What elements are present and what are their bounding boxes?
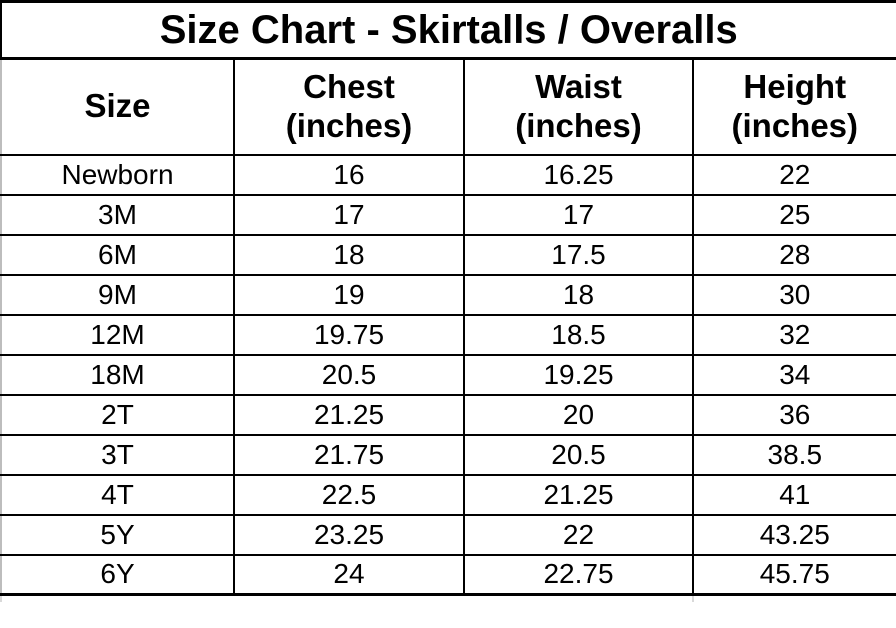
cell-height: 45.75 [691, 553, 896, 596]
cell-chest: 23.25 [233, 513, 465, 556]
cell-waist: 22 [463, 513, 694, 556]
cell-size: 6Y [0, 553, 235, 596]
header-row: Size Chest (inches) Waist (inches) Heigh… [0, 57, 896, 156]
size-chart-table: Size Chart - Skirtalls / Overalls Size C… [0, 0, 896, 596]
cell-waist: 21.25 [463, 473, 694, 516]
cell-waist: 17.5 [463, 233, 694, 276]
cell-chest: 19.75 [233, 313, 465, 356]
cell-size: 12M [0, 313, 235, 356]
cell-waist: 20.5 [463, 433, 694, 476]
column-header-waist-unit: (inches) [515, 106, 642, 144]
cell-height: 36 [691, 393, 896, 436]
table-row: 2T 21.25 20 36 [0, 393, 896, 436]
size-chart-page: Size Chart - Skirtalls / Overalls Size C… [0, 0, 896, 602]
cell-chest: 19 [233, 273, 465, 316]
table-row: Newborn 16 16.25 22 [0, 153, 896, 196]
cell-size: 18M [0, 353, 235, 396]
column-header-height-unit: (inches) [731, 106, 859, 144]
cell-size: 2T [0, 393, 235, 436]
table-row: 3T 21.75 20.5 38.5 [0, 433, 896, 476]
table-row: 6M 18 17.5 28 [0, 233, 896, 276]
table-row: 6Y 24 22.75 45.75 [0, 553, 896, 596]
table-row: 12M 19.75 18.5 32 [0, 313, 896, 356]
cell-size: Newborn [0, 153, 235, 196]
cell-size: 5Y [0, 513, 235, 556]
gridline-remnant [692, 596, 694, 602]
cell-waist: 16.25 [463, 153, 694, 196]
cell-waist: 19.25 [463, 353, 694, 396]
cell-waist: 18 [463, 273, 694, 316]
table-row: 5Y 23.25 22 43.25 [0, 513, 896, 556]
cell-height: 43.25 [691, 513, 896, 556]
cell-size: 4T [0, 473, 235, 516]
cell-height: 28 [691, 233, 896, 276]
cell-chest: 18 [233, 233, 465, 276]
cell-chest: 16 [233, 153, 465, 196]
cell-waist: 17 [463, 193, 694, 236]
column-header-height-label: Height [743, 67, 847, 105]
cell-chest: 22.5 [233, 473, 465, 516]
cell-chest: 17 [233, 193, 465, 236]
column-header-chest-label: Chest [303, 67, 395, 105]
column-header-height: Height (inches) [691, 57, 896, 156]
column-header-size: Size [0, 57, 235, 156]
title-row: Size Chart - Skirtalls / Overalls [0, 0, 896, 60]
cell-height: 38.5 [691, 433, 896, 476]
cell-size: 9M [0, 273, 235, 316]
cell-waist: 22.75 [463, 553, 694, 596]
cell-height: 32 [691, 313, 896, 356]
table-row: 3M 17 17 25 [0, 193, 896, 236]
cell-waist: 18.5 [463, 313, 694, 356]
cell-chest: 24 [233, 553, 465, 596]
cell-size: 3M [0, 193, 235, 236]
column-header-waist-label: Waist [535, 67, 622, 105]
cell-chest: 21.75 [233, 433, 465, 476]
cell-waist: 20 [463, 393, 694, 436]
cell-height: 22 [691, 153, 896, 196]
cell-height: 30 [691, 273, 896, 316]
gridline-remnant [0, 596, 2, 602]
cell-height: 41 [691, 473, 896, 516]
chart-title: Size Chart - Skirtalls / Overalls [0, 0, 896, 60]
column-header-chest-unit: (inches) [285, 106, 413, 144]
cell-chest: 21.25 [233, 393, 465, 436]
column-header-waist: Waist (inches) [463, 57, 694, 156]
table-row: 4T 22.5 21.25 41 [0, 473, 896, 516]
table-row: 9M 19 18 30 [0, 273, 896, 316]
cell-height: 25 [691, 193, 896, 236]
cell-height: 34 [691, 353, 896, 396]
cell-chest: 20.5 [233, 353, 465, 396]
bottom-margin [0, 596, 896, 602]
table-body: Newborn 16 16.25 22 3M 17 17 25 6M 18 17… [0, 153, 896, 596]
column-header-chest: Chest (inches) [233, 57, 465, 156]
cell-size: 3T [0, 433, 235, 476]
cell-size: 6M [0, 233, 235, 276]
column-header-size-label: Size [84, 87, 151, 125]
table-row: 18M 20.5 19.25 34 [0, 353, 896, 396]
